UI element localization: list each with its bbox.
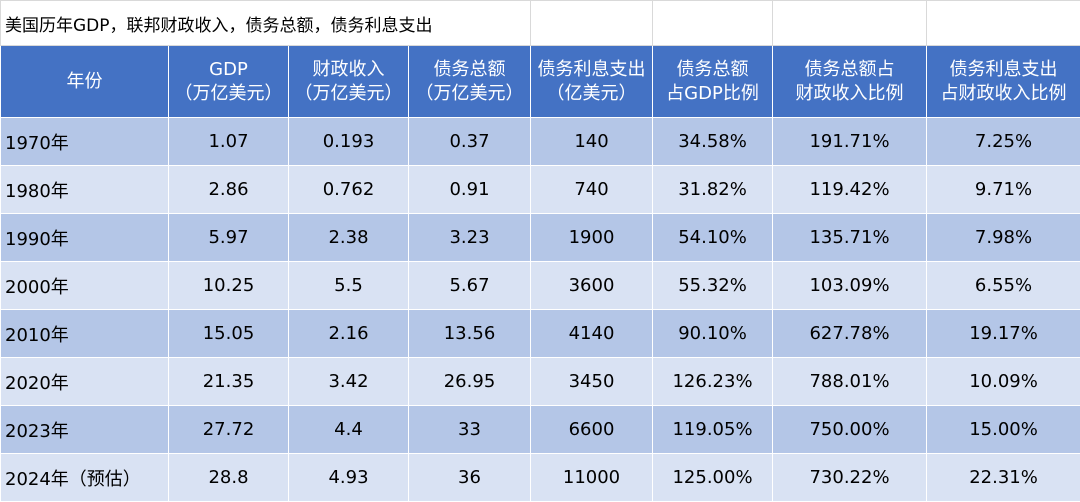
cell-debt: 0.37 bbox=[409, 118, 531, 166]
empty-cell bbox=[773, 1, 927, 46]
cell-interest: 140 bbox=[531, 118, 653, 166]
title-row: 美国历年GDP，联邦财政收入，债务总额，债务利息支出 bbox=[1, 1, 1080, 46]
header-interest-revenue: 债务利息支出占财政收入比例 bbox=[927, 46, 1080, 118]
cell-debt: 5.67 bbox=[409, 262, 531, 310]
cell-interest-revenue: 19.17% bbox=[927, 310, 1080, 358]
cell-revenue: 0.193 bbox=[289, 118, 409, 166]
cell-revenue: 3.42 bbox=[289, 358, 409, 406]
cell-year: 2023年 bbox=[1, 406, 169, 454]
table-title: 美国历年GDP，联邦财政收入，债务总额，债务利息支出 bbox=[1, 1, 531, 46]
cell-interest: 3600 bbox=[531, 262, 653, 310]
cell-gdp: 27.72 bbox=[169, 406, 289, 454]
cell-debt: 36 bbox=[409, 454, 531, 502]
cell-debt-gdp: 119.05% bbox=[653, 406, 773, 454]
cell-debt-gdp: 34.58% bbox=[653, 118, 773, 166]
cell-debt-gdp: 125.00% bbox=[653, 454, 773, 502]
cell-year: 2000年 bbox=[1, 262, 169, 310]
cell-interest: 3450 bbox=[531, 358, 653, 406]
cell-year: 1990年 bbox=[1, 214, 169, 262]
cell-revenue: 2.38 bbox=[289, 214, 409, 262]
cell-revenue: 4.93 bbox=[289, 454, 409, 502]
cell-debt-revenue: 788.01% bbox=[773, 358, 927, 406]
header-interest: 债务利息支出（亿美元） bbox=[531, 46, 653, 118]
cell-year: 1970年 bbox=[1, 118, 169, 166]
header-debt: 债务总额（万亿美元） bbox=[409, 46, 531, 118]
cell-interest: 6600 bbox=[531, 406, 653, 454]
cell-revenue: 0.762 bbox=[289, 166, 409, 214]
empty-cell bbox=[531, 1, 653, 46]
cell-revenue: 5.5 bbox=[289, 262, 409, 310]
header-debt-revenue: 债务总额占财政收入比例 bbox=[773, 46, 927, 118]
cell-year: 2010年 bbox=[1, 310, 169, 358]
cell-debt-gdp: 54.10% bbox=[653, 214, 773, 262]
cell-interest-revenue: 7.98% bbox=[927, 214, 1080, 262]
cell-interest-revenue: 22.31% bbox=[927, 454, 1080, 502]
cell-interest: 11000 bbox=[531, 454, 653, 502]
cell-debt-revenue: 103.09% bbox=[773, 262, 927, 310]
cell-interest: 1900 bbox=[531, 214, 653, 262]
cell-gdp: 21.35 bbox=[169, 358, 289, 406]
cell-revenue: 2.16 bbox=[289, 310, 409, 358]
cell-debt-revenue: 627.78% bbox=[773, 310, 927, 358]
cell-year: 2020年 bbox=[1, 358, 169, 406]
cell-debt: 33 bbox=[409, 406, 531, 454]
cell-year: 2024年（预估） bbox=[1, 454, 169, 502]
cell-debt: 13.56 bbox=[409, 310, 531, 358]
cell-debt-gdp: 31.82% bbox=[653, 166, 773, 214]
cell-gdp: 15.05 bbox=[169, 310, 289, 358]
header-debt-gdp: 债务总额占GDP比例 bbox=[653, 46, 773, 118]
empty-cell bbox=[927, 1, 1080, 46]
cell-gdp: 1.07 bbox=[169, 118, 289, 166]
cell-debt-gdp: 55.32% bbox=[653, 262, 773, 310]
cell-year: 1980年 bbox=[1, 166, 169, 214]
header-row: 年份 GDP（万亿美元） 财政收入（万亿美元） 债务总额（万亿美元） 债务利息支… bbox=[1, 46, 1080, 118]
cell-interest-revenue: 10.09% bbox=[927, 358, 1080, 406]
cell-debt-revenue: 191.71% bbox=[773, 118, 927, 166]
cell-debt-revenue: 730.22% bbox=[773, 454, 927, 502]
cell-debt-revenue: 135.71% bbox=[773, 214, 927, 262]
header-gdp: GDP（万亿美元） bbox=[169, 46, 289, 118]
cell-debt-gdp: 126.23% bbox=[653, 358, 773, 406]
cell-interest-revenue: 9.71% bbox=[927, 166, 1080, 214]
cell-gdp: 5.97 bbox=[169, 214, 289, 262]
cell-debt: 26.95 bbox=[409, 358, 531, 406]
cell-debt: 0.91 bbox=[409, 166, 531, 214]
cell-gdp: 10.25 bbox=[169, 262, 289, 310]
cell-interest-revenue: 15.00% bbox=[927, 406, 1080, 454]
cell-interest: 4140 bbox=[531, 310, 653, 358]
cell-debt-revenue: 119.42% bbox=[773, 166, 927, 214]
cell-interest: 740 bbox=[531, 166, 653, 214]
cell-interest-revenue: 6.55% bbox=[927, 262, 1080, 310]
header-revenue: 财政收入（万亿美元） bbox=[289, 46, 409, 118]
cell-gdp: 28.8 bbox=[169, 454, 289, 502]
cell-debt-gdp: 90.10% bbox=[653, 310, 773, 358]
header-year: 年份 bbox=[1, 46, 169, 118]
cell-gdp: 2.86 bbox=[169, 166, 289, 214]
cell-interest-revenue: 7.25% bbox=[927, 118, 1080, 166]
empty-cell bbox=[653, 1, 773, 46]
cell-debt: 3.23 bbox=[409, 214, 531, 262]
cell-debt-revenue: 750.00% bbox=[773, 406, 927, 454]
cell-revenue: 4.4 bbox=[289, 406, 409, 454]
